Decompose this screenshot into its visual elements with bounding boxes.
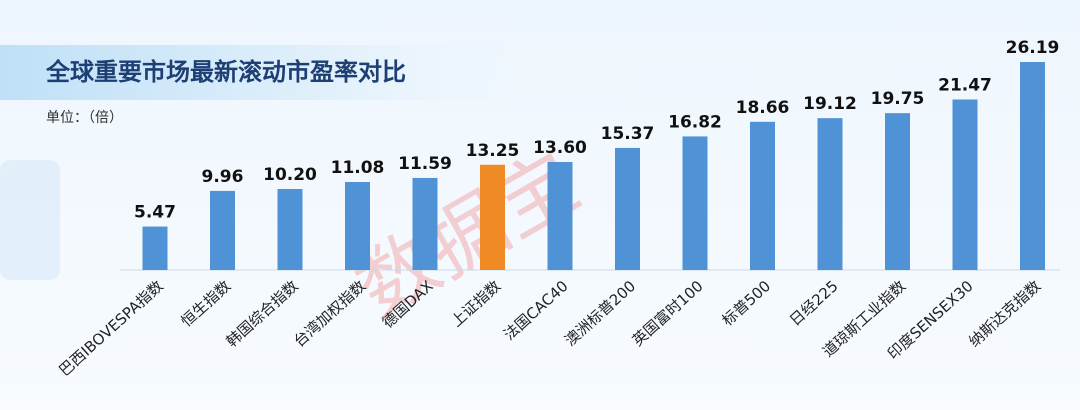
- bar: [547, 161, 573, 270]
- bar: [345, 182, 370, 270]
- bar: [210, 190, 235, 270]
- value-label: 11.08: [331, 158, 385, 178]
- bar: [682, 136, 708, 270]
- value-label: 13.25: [466, 141, 520, 161]
- bar: [480, 164, 505, 270]
- bar: [952, 99, 978, 271]
- value-label: 18.66: [736, 98, 790, 118]
- value-label: 21.47: [938, 75, 992, 95]
- unit-label: 单位：（倍）: [46, 110, 123, 126]
- title-band: [0, 45, 580, 100]
- value-label: 9.96: [202, 167, 244, 187]
- value-label: 11.59: [398, 154, 452, 174]
- chart-title: 全球重要市场最新滚动市盈率对比: [45, 58, 406, 86]
- bar: [412, 177, 438, 270]
- bar: [817, 118, 843, 270]
- bar: [277, 188, 303, 270]
- bar: [750, 121, 775, 270]
- bar: [615, 147, 640, 270]
- value-label: 19.75: [871, 89, 925, 109]
- value-label: 26.19: [1006, 38, 1060, 58]
- value-label: 19.12: [803, 94, 857, 114]
- decoration: [0, 160, 60, 280]
- bar: [142, 226, 168, 270]
- bar: [1020, 62, 1045, 270]
- value-label: 5.47: [134, 203, 176, 223]
- value-label: 13.60: [533, 138, 587, 158]
- value-label: 15.37: [601, 124, 655, 144]
- bar: [885, 113, 910, 270]
- value-label: 10.20: [263, 165, 317, 185]
- value-label: 16.82: [668, 112, 722, 132]
